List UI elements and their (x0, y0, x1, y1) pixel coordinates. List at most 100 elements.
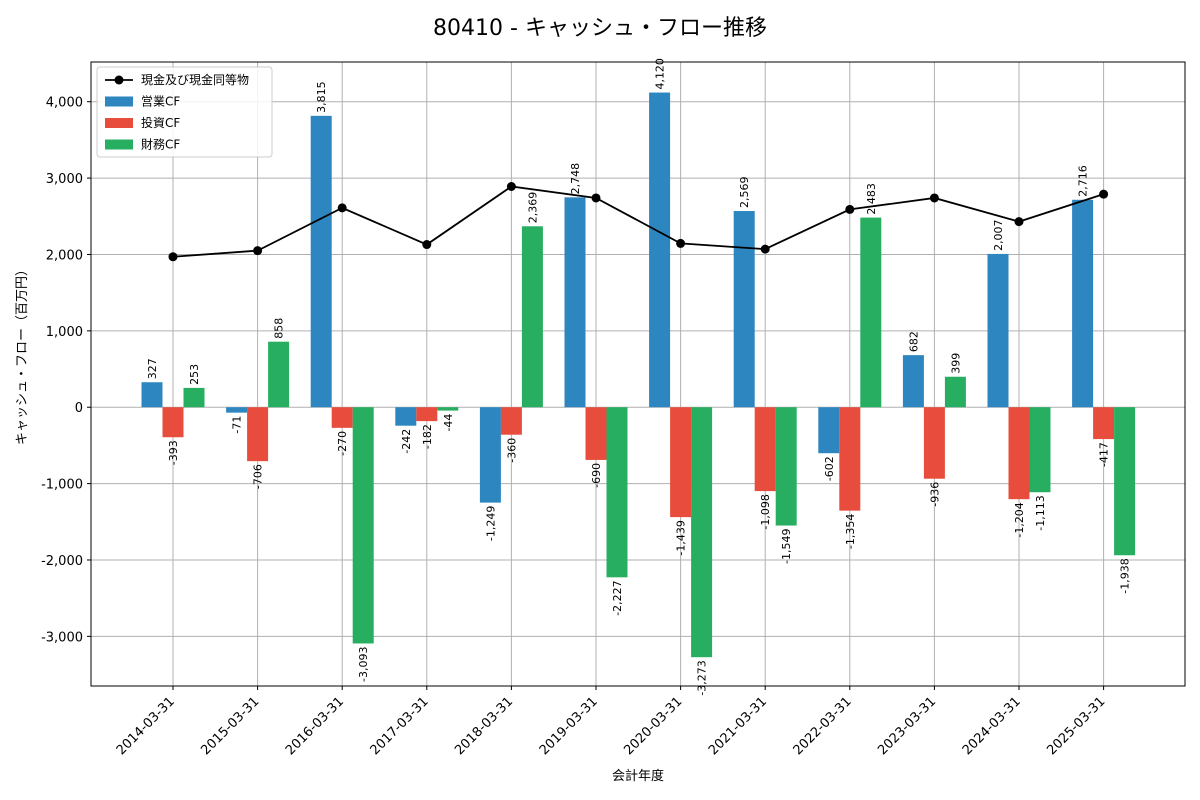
legend-swatch (105, 96, 133, 107)
bar (395, 407, 417, 426)
bar (1114, 407, 1136, 556)
bar (500, 407, 522, 435)
bar (585, 407, 607, 460)
bar (1072, 199, 1094, 408)
cash-point (506, 181, 516, 191)
bar (416, 407, 438, 422)
value-labels-layer: 327 -71 3,815 -242 -1,249 2,748 4,120 2,569 -602… (146, 58, 1132, 696)
x-tick-label: 2020-03-31 (621, 694, 685, 758)
bar-value-label: -71 (231, 416, 244, 434)
bar-value-label: -2,227 (611, 580, 624, 615)
plot-frame (90, 61, 1186, 687)
bar-value-label: 3,815 (315, 81, 328, 113)
bar (670, 407, 692, 518)
bar-value-label: -936 (928, 482, 941, 507)
bar (141, 382, 163, 408)
x-tick-label: 2023-03-31 (875, 694, 939, 758)
bar (162, 407, 184, 438)
bar-value-label: -1,938 (1119, 558, 1132, 593)
cash-line (172, 185, 1104, 258)
x-tick-label: 2015-03-31 (198, 694, 262, 758)
bar (564, 197, 586, 408)
bar (733, 211, 755, 408)
bar-value-label: -3,273 (696, 660, 709, 695)
bar-value-label: -1,098 (759, 494, 772, 529)
bar-value-label: 2,369 (526, 192, 539, 224)
bar (521, 226, 543, 408)
bar (923, 407, 945, 479)
bar-value-label: 399 (949, 353, 962, 374)
bar (226, 407, 248, 413)
legend-marker (114, 75, 124, 85)
bar (183, 387, 205, 408)
bar (839, 407, 861, 511)
grid-layer (91, 62, 1185, 686)
bar (860, 217, 882, 408)
x-tick-label: 2014-03-31 (114, 694, 178, 758)
x-axis-title: 会計年度 (612, 768, 664, 784)
x-tick-label: 2024-03-31 (960, 694, 1024, 758)
bar-value-label: 2,569 (738, 177, 751, 209)
bar-value-label: -417 (1098, 442, 1111, 467)
bar (268, 341, 290, 408)
bar-value-label: -706 (252, 464, 265, 489)
bar-value-label: -1,439 (675, 520, 688, 555)
bar-value-label: -690 (590, 463, 603, 488)
x-tick-label: 2021-03-31 (706, 694, 770, 758)
bar (944, 376, 966, 408)
cash-point (1014, 217, 1024, 227)
bar-value-label: 2,483 (865, 183, 878, 215)
x-tick-label: 2022-03-31 (791, 694, 855, 758)
bar (247, 407, 269, 462)
bar (479, 407, 501, 503)
cash-point (1099, 189, 1109, 199)
bar (649, 92, 671, 408)
bar-value-label: -182 (421, 424, 434, 449)
legend-label: 財務CF (141, 137, 180, 152)
cash-point (591, 193, 601, 203)
bar-value-label: -1,354 (844, 514, 857, 549)
bar-value-label: -1,549 (780, 529, 793, 564)
bar-value-label: -393 (167, 440, 180, 465)
bar (310, 115, 332, 408)
line-layer (168, 181, 1109, 262)
legend-swatch (105, 118, 133, 128)
bar (818, 407, 840, 454)
cash-point (168, 252, 178, 262)
x-tick-label: 2025-03-31 (1044, 694, 1108, 758)
y-tick-label: -3,000 (41, 630, 83, 645)
y-tick-label: -1,000 (41, 478, 83, 493)
bar (1029, 407, 1051, 493)
y-tick-label: 4,000 (46, 96, 83, 111)
cash-point (337, 203, 347, 213)
bar (606, 407, 628, 578)
bar-value-label: 858 (273, 318, 286, 339)
cash-point (253, 246, 263, 256)
bar-value-label: -1,249 (484, 506, 497, 541)
x-tick-label: 2017-03-31 (368, 694, 432, 758)
cash-point (676, 238, 686, 248)
bar-value-label: 2,748 (569, 163, 582, 195)
bar-value-label: -360 (505, 438, 518, 463)
legend-label: 現金及び現金同等物 (141, 72, 249, 87)
legend-label: 投資CF (141, 115, 180, 130)
cash-point (422, 240, 432, 250)
bar-value-label: 4,120 (654, 58, 667, 90)
bar-value-label: -44 (442, 414, 455, 432)
bar-value-label: 327 (146, 358, 159, 379)
y-tick-label: 1,000 (46, 325, 83, 340)
bar (987, 253, 1009, 408)
bar (437, 407, 459, 411)
cash-point (760, 244, 770, 254)
bar (1093, 407, 1115, 440)
y-axis-title: キャッシュ・フロー（百万円） (15, 263, 30, 445)
bar (902, 355, 924, 408)
bar (1008, 407, 1030, 500)
x-tick-label: 2016-03-31 (283, 694, 347, 758)
bar (754, 407, 776, 492)
bar-value-label: -1,113 (1034, 495, 1047, 530)
bar-value-label: 2,007 (992, 219, 1005, 251)
bar (331, 407, 353, 428)
y-tick-label: 0 (75, 401, 83, 416)
